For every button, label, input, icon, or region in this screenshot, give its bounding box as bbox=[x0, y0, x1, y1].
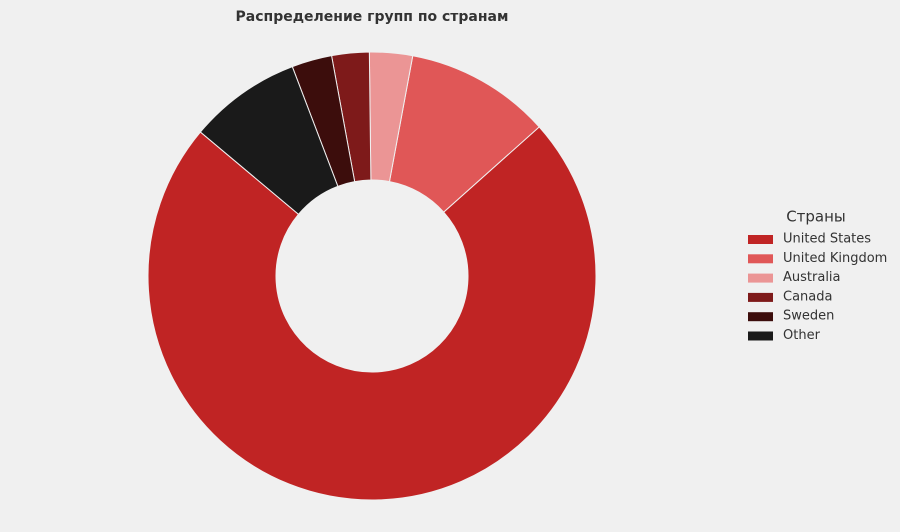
legend-swatch bbox=[748, 235, 773, 244]
chart-title: Распределение групп по странам bbox=[236, 9, 509, 25]
legend-label: Other bbox=[783, 328, 821, 343]
legend-label: United Kingdom bbox=[783, 251, 887, 266]
legend-title: Страны bbox=[786, 208, 846, 226]
slice bbox=[147, 126, 597, 501]
legend-swatch bbox=[748, 331, 773, 341]
legend-swatch bbox=[748, 292, 773, 302]
legend-swatch bbox=[748, 254, 773, 264]
legend-label: Australia bbox=[783, 270, 841, 285]
legend-label: Canada bbox=[783, 289, 832, 304]
legend-label: Sweden bbox=[783, 309, 834, 324]
legend-label: United States bbox=[783, 232, 871, 247]
slice bbox=[199, 66, 339, 215]
legend-swatch bbox=[748, 312, 773, 322]
legend-swatch bbox=[748, 273, 773, 283]
